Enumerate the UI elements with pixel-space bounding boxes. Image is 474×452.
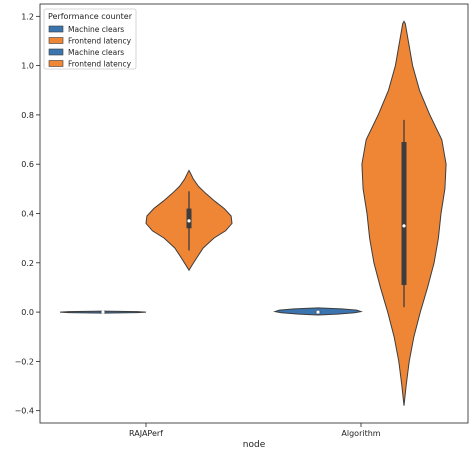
legend-label: Machine clears xyxy=(68,25,124,34)
violin-median xyxy=(187,219,191,223)
violin-median xyxy=(101,310,105,314)
legend-swatch xyxy=(48,37,64,44)
violin-iqr-box xyxy=(401,142,407,285)
legend-swatch xyxy=(48,48,64,56)
y-tick-label: 0.4 xyxy=(21,210,34,219)
legend-swatch xyxy=(48,25,64,33)
legend-title: Performance counter xyxy=(48,12,133,21)
y-tick-label: 0.0 xyxy=(21,308,34,317)
legend-swatch xyxy=(48,60,64,67)
legend-box xyxy=(43,8,137,70)
legend-label: Machine clears xyxy=(68,48,124,57)
x-axis: RAJAPerf Algorithm xyxy=(129,423,381,438)
y-tick-label: 1.0 xyxy=(21,62,34,71)
legend: Performance counter Machine clears Fronten… xyxy=(43,8,137,70)
y-tick-label: 1.2 xyxy=(21,12,34,21)
y-tick-label: 0.6 xyxy=(21,160,34,169)
violin-median xyxy=(402,224,406,228)
x-axis-label: node xyxy=(243,440,266,450)
chart-marks xyxy=(59,20,447,406)
violin-median xyxy=(316,310,320,314)
x-tick-label: Algorithm xyxy=(341,429,380,438)
x-tick-label: RAJAPerf xyxy=(129,429,163,438)
y-tick-label: 0.2 xyxy=(21,259,34,268)
violin-iqr-box xyxy=(186,208,192,229)
y-tick-label: 0.8 xyxy=(21,111,34,120)
y-tick-label: −0.2 xyxy=(15,357,34,366)
legend-label: Frontend latency xyxy=(68,37,132,46)
legend-label: Frontend latency xyxy=(68,60,132,69)
y-axis: −0.4 −0.2 0.0 0.2 0.4 0.6 0.8 1.0 1.2 xyxy=(15,12,40,416)
y-tick-label: −0.4 xyxy=(15,407,34,416)
